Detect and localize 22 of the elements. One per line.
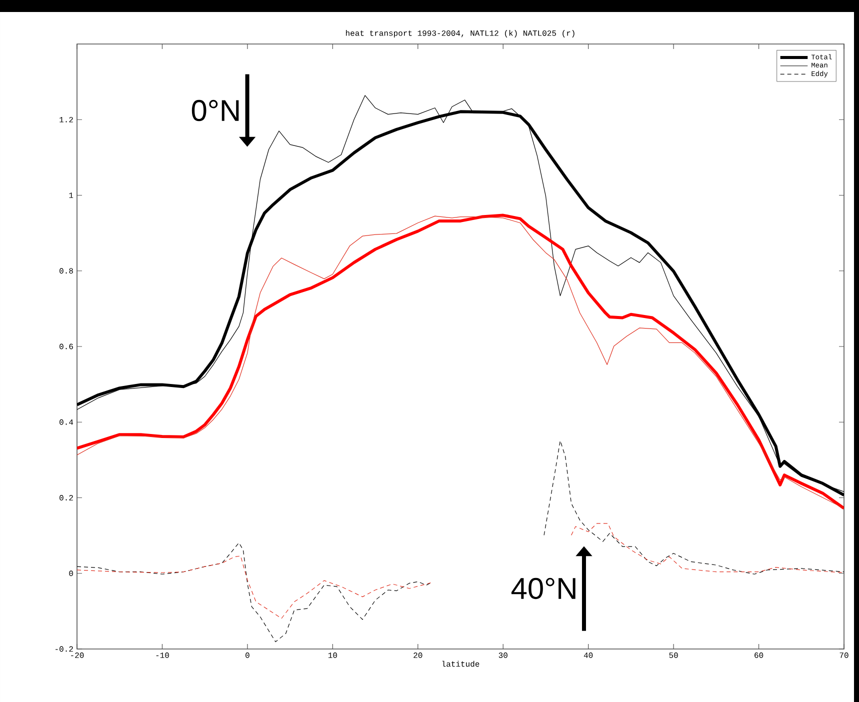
x-tick-label: 20 [414, 652, 422, 658]
chart-title: heat transport 1993-2004, NATL12 (k) NATL025 (r) [346, 30, 574, 38]
y-tick-label: 0.6 [60, 344, 73, 350]
x-tick-label: 40 [584, 652, 593, 658]
y-tick-label: 0.8 [60, 268, 73, 274]
y-tick-label: 0.2 [60, 495, 73, 500]
y-tick-label: 0.4 [60, 419, 74, 425]
x-tick-label: 0 [246, 652, 250, 658]
x-tick-label: 70 [840, 652, 848, 658]
y-tick-label: 0 [69, 570, 73, 576]
y-tick-label: -0.2 [56, 646, 73, 652]
x-tick-label: 60 [754, 652, 764, 658]
y-tick-label: 1 [69, 192, 74, 198]
y-tick-label: 1.2 [60, 116, 73, 122]
x-tick-label: 10 [328, 652, 337, 658]
x-tick-label: -10 [156, 652, 169, 658]
x-tick-label: -20 [71, 652, 84, 658]
annotation: 40°N [511, 578, 576, 600]
x-axis-title: latitude [442, 660, 480, 667]
x-tick-label: 50 [669, 652, 678, 658]
annotation: 0°N [192, 100, 239, 122]
x-tick-label: 30 [498, 652, 508, 658]
